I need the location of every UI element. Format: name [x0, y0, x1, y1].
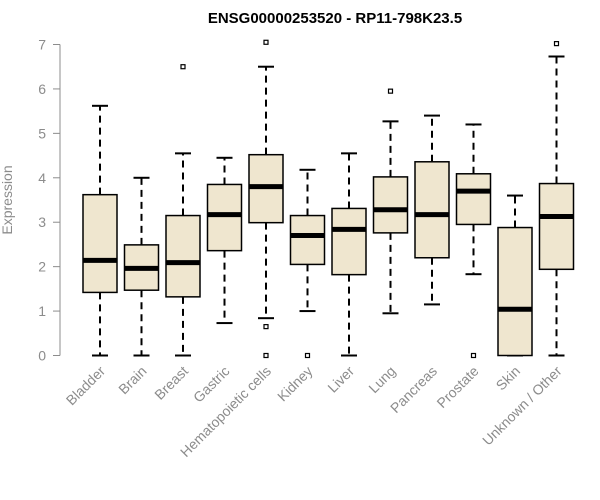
x-tick-label: Unknown / Other [479, 363, 565, 449]
box-iqr [206, 183, 243, 252]
outlier-point [263, 324, 269, 330]
outlier-point [263, 39, 269, 45]
y-tick-label: 4 [38, 170, 46, 186]
x-tick-label: Lung [365, 363, 398, 396]
box-iqr [538, 182, 575, 271]
box-breast [165, 64, 201, 357]
y-tick-label: 7 [38, 37, 46, 53]
x-tick-label: Prostate [433, 363, 481, 411]
outlier-point [470, 352, 477, 359]
box-unknown-other [538, 41, 575, 357]
chart-title: ENSG00000253520 - RP11-798K23.5 [208, 10, 462, 27]
box-iqr [82, 193, 118, 294]
outlier-point [180, 64, 186, 70]
box-iqr [414, 161, 450, 259]
y-tick-label: 5 [38, 125, 46, 141]
outlier-point [263, 352, 269, 359]
box-brain [123, 176, 160, 357]
box-bladder [82, 104, 118, 357]
y-tick-label: 0 [38, 348, 46, 364]
y-axis-label: Expression [0, 165, 15, 234]
box-kidney [289, 168, 326, 359]
box-hematopoietic-cells [248, 39, 284, 359]
y-axis: 0 1 2 3 4 5 6 7 [38, 37, 61, 364]
y-tick-label: 3 [38, 214, 46, 230]
box-liver [331, 152, 367, 357]
x-tick-label: Skin [493, 363, 524, 394]
box-iqr [289, 214, 326, 266]
x-tick-label: Bladder [63, 363, 109, 409]
y-tick-label: 2 [38, 259, 46, 275]
box-lung [372, 88, 409, 315]
boxes-group [82, 39, 575, 359]
box-iqr [331, 207, 367, 276]
box-iqr [497, 226, 533, 357]
x-tick-label: Brain [115, 363, 149, 397]
y-tick-label: 1 [38, 303, 46, 319]
box-iqr [455, 173, 492, 226]
box-gastric [206, 156, 243, 325]
box-skin [497, 194, 533, 357]
x-tick-label: Liver [324, 363, 357, 396]
y-tick-label: 6 [38, 81, 46, 97]
box-pancreas [414, 114, 450, 306]
x-tick-label: Kidney [274, 363, 316, 405]
box-prostate [455, 123, 492, 359]
outlier-point [553, 41, 560, 47]
outlier-point [304, 352, 311, 359]
box-iqr [165, 214, 201, 298]
box-iqr [372, 176, 409, 234]
outlier-point [387, 88, 394, 94]
x-tick-label: Breast [151, 363, 191, 403]
